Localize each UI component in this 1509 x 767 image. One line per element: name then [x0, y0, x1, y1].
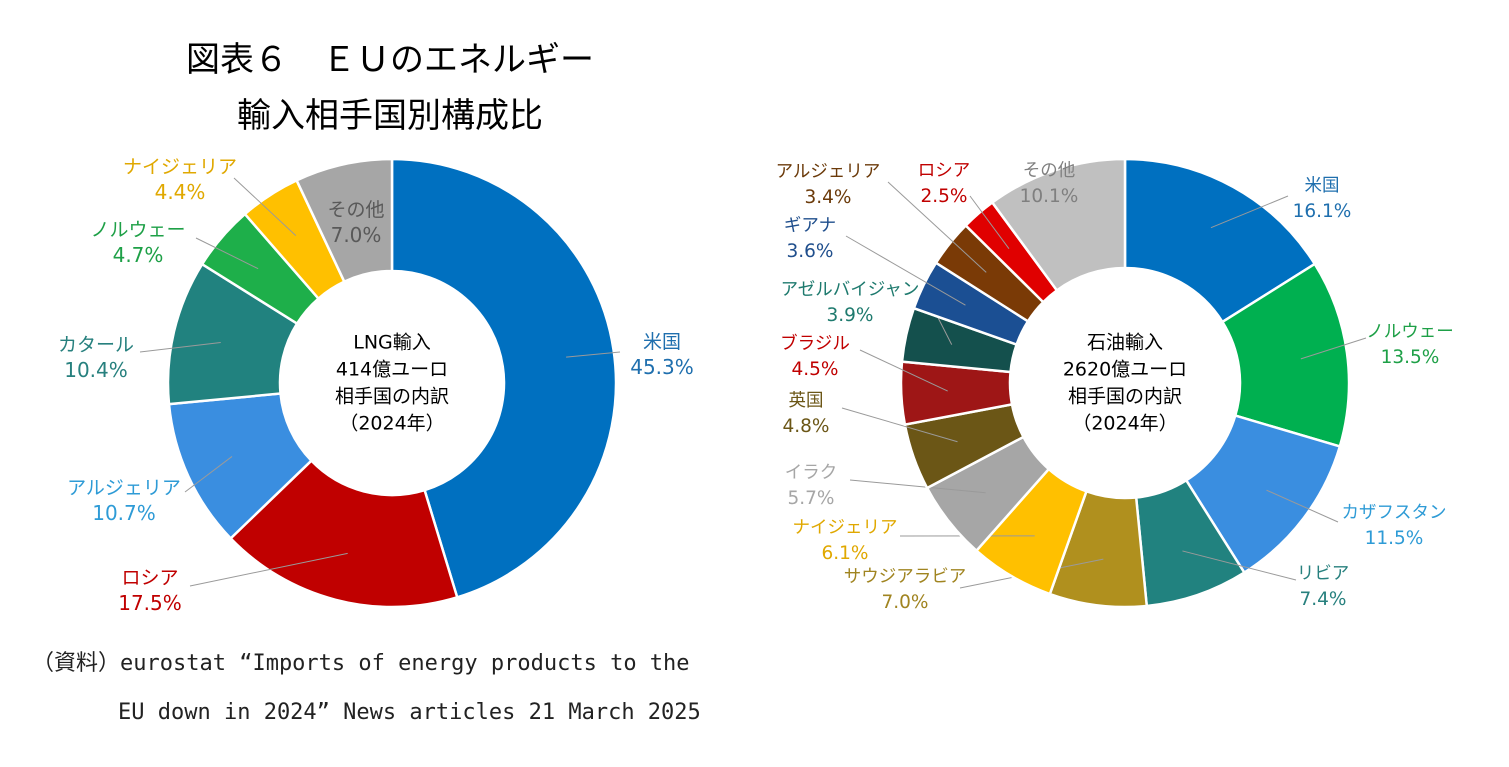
donut-slice-1-1	[1220, 262, 1351, 448]
value-label-1-3: 7.4%	[1300, 589, 1347, 610]
category-label-1-7: 英国	[789, 391, 824, 411]
category-label-1-0: 米国	[1305, 176, 1340, 196]
leader-line-0-3	[139, 341, 221, 353]
leader-line-0-2	[184, 456, 233, 493]
leader-line-0-1	[189, 552, 348, 587]
category-label-1-1: ノルウェー	[1366, 322, 1454, 342]
value-label-1-11: 3.4%	[805, 187, 852, 208]
value-label-1-12: 2.5%	[921, 186, 968, 207]
category-label-0-6: その他	[327, 199, 384, 221]
leader-line-1-8	[859, 349, 948, 392]
donut-slice-0-6	[294, 157, 394, 284]
donut-slice-0-1	[228, 458, 459, 609]
center-label-0-3: （2024年）	[339, 413, 444, 435]
leader-line-1-11	[887, 181, 987, 273]
value-label-1-1: 13.5%	[1381, 347, 1440, 368]
center-label-1-3: （2024年）	[1072, 413, 1177, 435]
category-label-0-3: カタール	[58, 334, 134, 356]
center-label-0-1: 414億ユーロ	[336, 359, 448, 381]
category-label-1-12: ロシア	[918, 161, 971, 181]
source-note-line2: EU down in 2024” News articles 21 March …	[118, 700, 701, 725]
value-label-1-2: 11.5%	[1365, 528, 1424, 549]
center-label-1-2: 相手国の内訳	[1068, 386, 1182, 408]
value-label-1-0: 16.1%	[1293, 201, 1352, 222]
value-label-1-8: 4.5%	[792, 359, 839, 380]
category-label-1-11: アルジェリア	[776, 162, 881, 182]
chart-title-line2: 輸入相手国別構成比	[237, 96, 543, 136]
category-label-0-5: ナイジェリア	[123, 156, 237, 178]
category-label-0-0: 米国	[643, 331, 681, 353]
leader-line-1-0	[1210, 195, 1289, 229]
oil-donut-chart: 米国 16.1% ノルウェー 13.5% カザフスタン 11.5% リビア 7.4% サウジアラ…	[776, 157, 1454, 613]
value-label-0-0: 45.3%	[630, 355, 694, 379]
source-note-line1: （資料）eurostat “Imports of energy products…	[32, 651, 690, 676]
leader-line-0-5	[233, 177, 297, 236]
leader-line-1-3	[1182, 550, 1297, 581]
value-label-1-5: 6.1%	[822, 543, 869, 564]
value-label-0-1: 17.5%	[118, 591, 182, 615]
value-label-0-2: 10.7%	[92, 501, 156, 525]
leader-line-1-1	[1300, 337, 1367, 360]
donut-slice-0-0	[390, 157, 618, 599]
value-label-0-6: 7.0%	[331, 223, 382, 247]
category-label-1-9: アゼルバイジャン	[781, 280, 920, 300]
category-label-1-3: リビア	[1297, 564, 1350, 584]
category-label-1-2: カザフスタン	[1342, 503, 1447, 523]
category-label-1-4: サウジアラビア	[844, 567, 967, 587]
value-label-1-13: 10.1%	[1020, 186, 1079, 207]
value-label-1-7: 4.8%	[783, 416, 830, 437]
category-label-1-8: ブラジル	[780, 333, 850, 354]
donut-slice-1-0	[1123, 157, 1317, 324]
center-label-1-0: 石油輸入	[1087, 332, 1163, 354]
value-label-1-4: 7.0%	[882, 592, 929, 613]
category-label-1-10: ギアナ	[784, 216, 836, 236]
value-label-1-10: 3.6%	[787, 241, 834, 262]
category-label-0-4: ノルウェー	[90, 219, 185, 241]
category-label-0-1: ロシア	[121, 567, 178, 589]
leader-line-0-0	[566, 351, 621, 358]
leader-line-1-10	[845, 235, 966, 306]
leader-line-1-2	[1266, 489, 1339, 523]
value-label-0-3: 10.4%	[64, 358, 128, 382]
leader-line-1-12	[969, 195, 1010, 249]
chart-title-line1: 図表６ ＥＵのエネルギー	[186, 40, 594, 80]
category-label-1-13: その他	[1023, 161, 1076, 181]
value-label-1-6: 5.7%	[788, 488, 835, 509]
leader-line-1-6	[849, 479, 986, 494]
value-label-0-4: 4.7%	[113, 243, 164, 267]
center-label-1-1: 2620億ユーロ	[1063, 359, 1187, 381]
center-label-0-2: 相手国の内訳	[335, 386, 449, 408]
category-label-0-2: アルジェリア	[67, 477, 181, 499]
leader-line-1-7	[841, 407, 958, 443]
category-label-1-5: ナイジェリア	[793, 518, 898, 538]
leader-line-0-4	[195, 237, 259, 270]
value-label-0-5: 4.4%	[155, 180, 206, 204]
donut-slice-1-13	[990, 157, 1127, 293]
value-label-1-9: 3.9%	[827, 305, 874, 326]
center-label-0-0: LNG輸入	[353, 332, 431, 354]
category-label-1-6: イラク	[785, 463, 838, 483]
